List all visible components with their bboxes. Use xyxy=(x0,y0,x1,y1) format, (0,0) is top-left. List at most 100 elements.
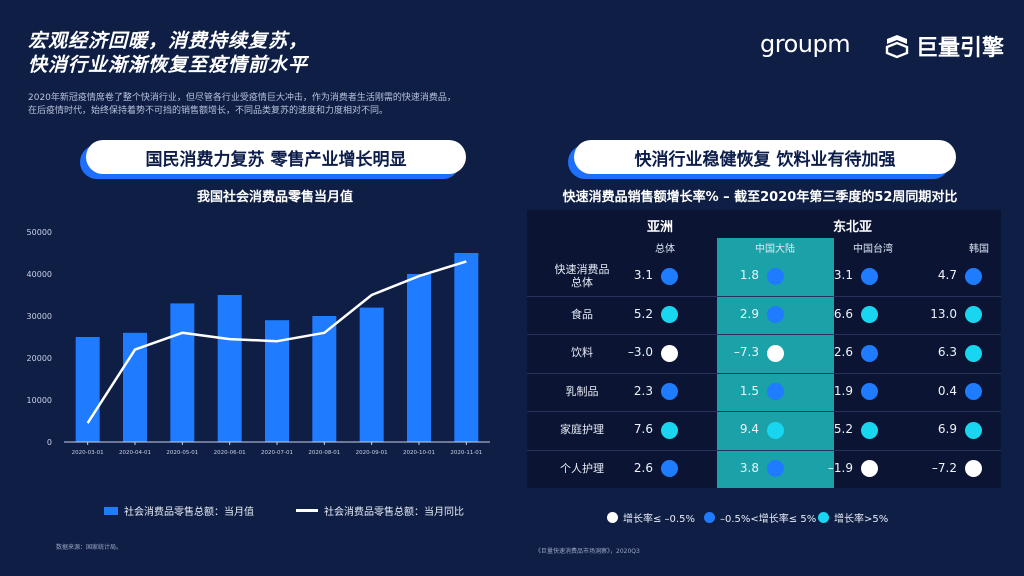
chart-title: 我国社会消费品零售当月值 xyxy=(196,190,353,205)
growth-value: 3.1 xyxy=(833,268,853,283)
bar xyxy=(359,307,384,442)
x-axis: 2020-03-01 2020-04-01 2020-05-01 2020-06-01… xyxy=(64,441,490,456)
x-tick-label: 2020-08-01 xyxy=(308,450,340,456)
growth-value: 2.9 xyxy=(739,306,759,321)
row-divider xyxy=(527,411,1001,412)
legend-mid: –0.5%<增长率≤ 5% xyxy=(704,510,816,525)
column-header-overall: 总体 xyxy=(655,244,675,255)
growth-level-dot xyxy=(767,344,784,362)
growth-level-dot xyxy=(661,344,678,362)
x-tick-label: 2020-04-01 xyxy=(119,450,151,456)
growth-level-dot xyxy=(767,267,784,285)
growth-value: 2.3 xyxy=(633,383,653,398)
growth-value: 1.9 xyxy=(833,383,853,398)
growth-level-dot xyxy=(861,267,878,285)
growth-value: –7.3 xyxy=(733,345,759,360)
y-tick-label: 10000 xyxy=(27,396,52,405)
row-label: 饮料 xyxy=(571,346,593,360)
growth-level-dot xyxy=(767,383,784,401)
growth-value: 13.0 xyxy=(930,306,957,321)
bars xyxy=(75,253,479,442)
intro-line-2: 在后疫情时代，始终保持着势不可挡的销售额增长，不同品类复苏的速度和力度相对不同。 xyxy=(28,106,389,116)
row-label: 快速消费品 总体 xyxy=(527,263,637,289)
legend-mid-label: –0.5%<增长率≤ 5% xyxy=(720,514,817,525)
region-northeast-asia: 东北亚 xyxy=(833,220,873,235)
row-divider xyxy=(527,295,1001,297)
intro-text: 2020年新冠疫情席卷了整个快消行业，但尽管各行业受疫情巨大冲击，作为消费者生活… xyxy=(28,92,588,118)
growth-level-dot xyxy=(661,267,678,285)
oceanengine-wordmark: 巨量引擎 xyxy=(916,36,1005,61)
growth-level-dot xyxy=(861,306,878,324)
growth-value: 7.6 xyxy=(633,422,653,437)
y-tick-label: 0 xyxy=(47,438,52,447)
row-divider xyxy=(527,372,1001,374)
legend-mid-dot xyxy=(704,512,715,523)
page-title-line-2: 快消行业渐渐恢复至疫情前水平 xyxy=(28,54,309,76)
growth-value: –1.9 xyxy=(827,460,853,475)
y-tick-label: 40000 xyxy=(27,270,52,279)
row-label-line: 总体 xyxy=(571,276,593,290)
source-note-right: 《巨量快速消费品市场洞察》，2020Q3 xyxy=(535,548,640,555)
growth-level-dot xyxy=(861,460,878,478)
growth-value: –3.0 xyxy=(627,345,653,360)
legend-bar-entry: 社会消费品零售总额：当月值 xyxy=(104,503,254,518)
growth-value: 3.8 xyxy=(739,460,759,475)
legend-bar-label: 社会消费品零售总额：当月值 xyxy=(124,507,254,518)
growth-table: 亚洲 东北亚 总体 中国大陆 中国台湾 韩国 快速消费品 总体 3.1 1.8 3.1 4… xyxy=(527,210,1001,488)
growth-level-dot xyxy=(767,306,784,324)
column-header-korea: 韩国 xyxy=(969,244,989,255)
legend-low: 增长率≤ –0.5% xyxy=(607,510,695,525)
source-note-left: 数据来源：国家统计局。 xyxy=(56,544,123,551)
legend-low-label: 增长率≤ –0.5% xyxy=(623,514,695,525)
region-asia: 亚洲 xyxy=(647,220,674,235)
left-section-pill: 国民消费力复苏 零售产业增长明显 xyxy=(86,140,466,174)
growth-level-dot xyxy=(965,267,982,285)
row-label: 食品 xyxy=(571,307,593,321)
column-header-taiwan: 中国台湾 xyxy=(853,244,893,255)
oceanengine-icon xyxy=(885,35,909,59)
row-divider xyxy=(527,449,1001,451)
legend-high: 增长率>5% xyxy=(818,510,888,525)
legend-line-entry: 社会消费品零售总额：当月同比 xyxy=(296,503,464,518)
growth-level-dot xyxy=(965,344,982,362)
bar xyxy=(454,253,479,442)
growth-level-dot xyxy=(965,383,982,401)
growth-level-dot xyxy=(965,460,982,478)
y-tick-label: 30000 xyxy=(27,312,52,321)
legend-line-label: 社会消费品零售总额：当月同比 xyxy=(324,507,464,518)
groupm-logo: groupm xyxy=(760,30,851,58)
legend-line-swatch xyxy=(296,509,318,512)
growth-value: 1.8 xyxy=(739,268,759,283)
row-label: 家庭护理 xyxy=(560,423,604,437)
growth-level-dot xyxy=(767,421,784,439)
growth-value: 2.6 xyxy=(833,345,853,360)
bar xyxy=(75,337,100,442)
growth-value: 6.3 xyxy=(937,345,957,360)
x-tick-label: 2020-06-01 xyxy=(214,450,246,456)
intro-line-1: 2020年新冠疫情席卷了整个快消行业，但尽管各行业受疫情巨大冲击，作为消费者生活… xyxy=(28,93,456,103)
page-title-line-1: 宏观经济回暖，消费持续复苏， xyxy=(28,30,309,52)
x-tick-label: 2020-05-01 xyxy=(166,450,198,456)
growth-level-dot xyxy=(661,383,678,401)
growth-value: 5.2 xyxy=(633,306,653,321)
oceanengine-logo: 巨量引擎 xyxy=(884,30,1004,62)
bar xyxy=(217,295,242,442)
x-tick-label: 2020-10-01 xyxy=(403,450,435,456)
growth-value: 9.4 xyxy=(739,422,759,437)
x-tick-label: 2020-11-01 xyxy=(450,450,482,456)
legend-high-label: 增长率>5% xyxy=(834,514,889,525)
growth-value: 6.9 xyxy=(937,422,957,437)
growth-value: 0.4 xyxy=(937,383,957,398)
growth-level-dot xyxy=(861,344,878,362)
x-tick-label: 2020-07-01 xyxy=(261,450,293,456)
growth-value: 3.1 xyxy=(633,268,653,283)
growth-value: 6.6 xyxy=(833,306,853,321)
column-header-mainland: 中国大陆 xyxy=(755,244,795,255)
growth-level-dot xyxy=(767,460,784,478)
y-tick-label: 20000 xyxy=(27,354,52,363)
x-tick-label: 2020-03-01 xyxy=(72,450,104,456)
row-label: 乳制品 xyxy=(565,384,599,398)
growth-value: 4.7 xyxy=(937,268,957,283)
growth-value: 5.2 xyxy=(833,422,853,437)
